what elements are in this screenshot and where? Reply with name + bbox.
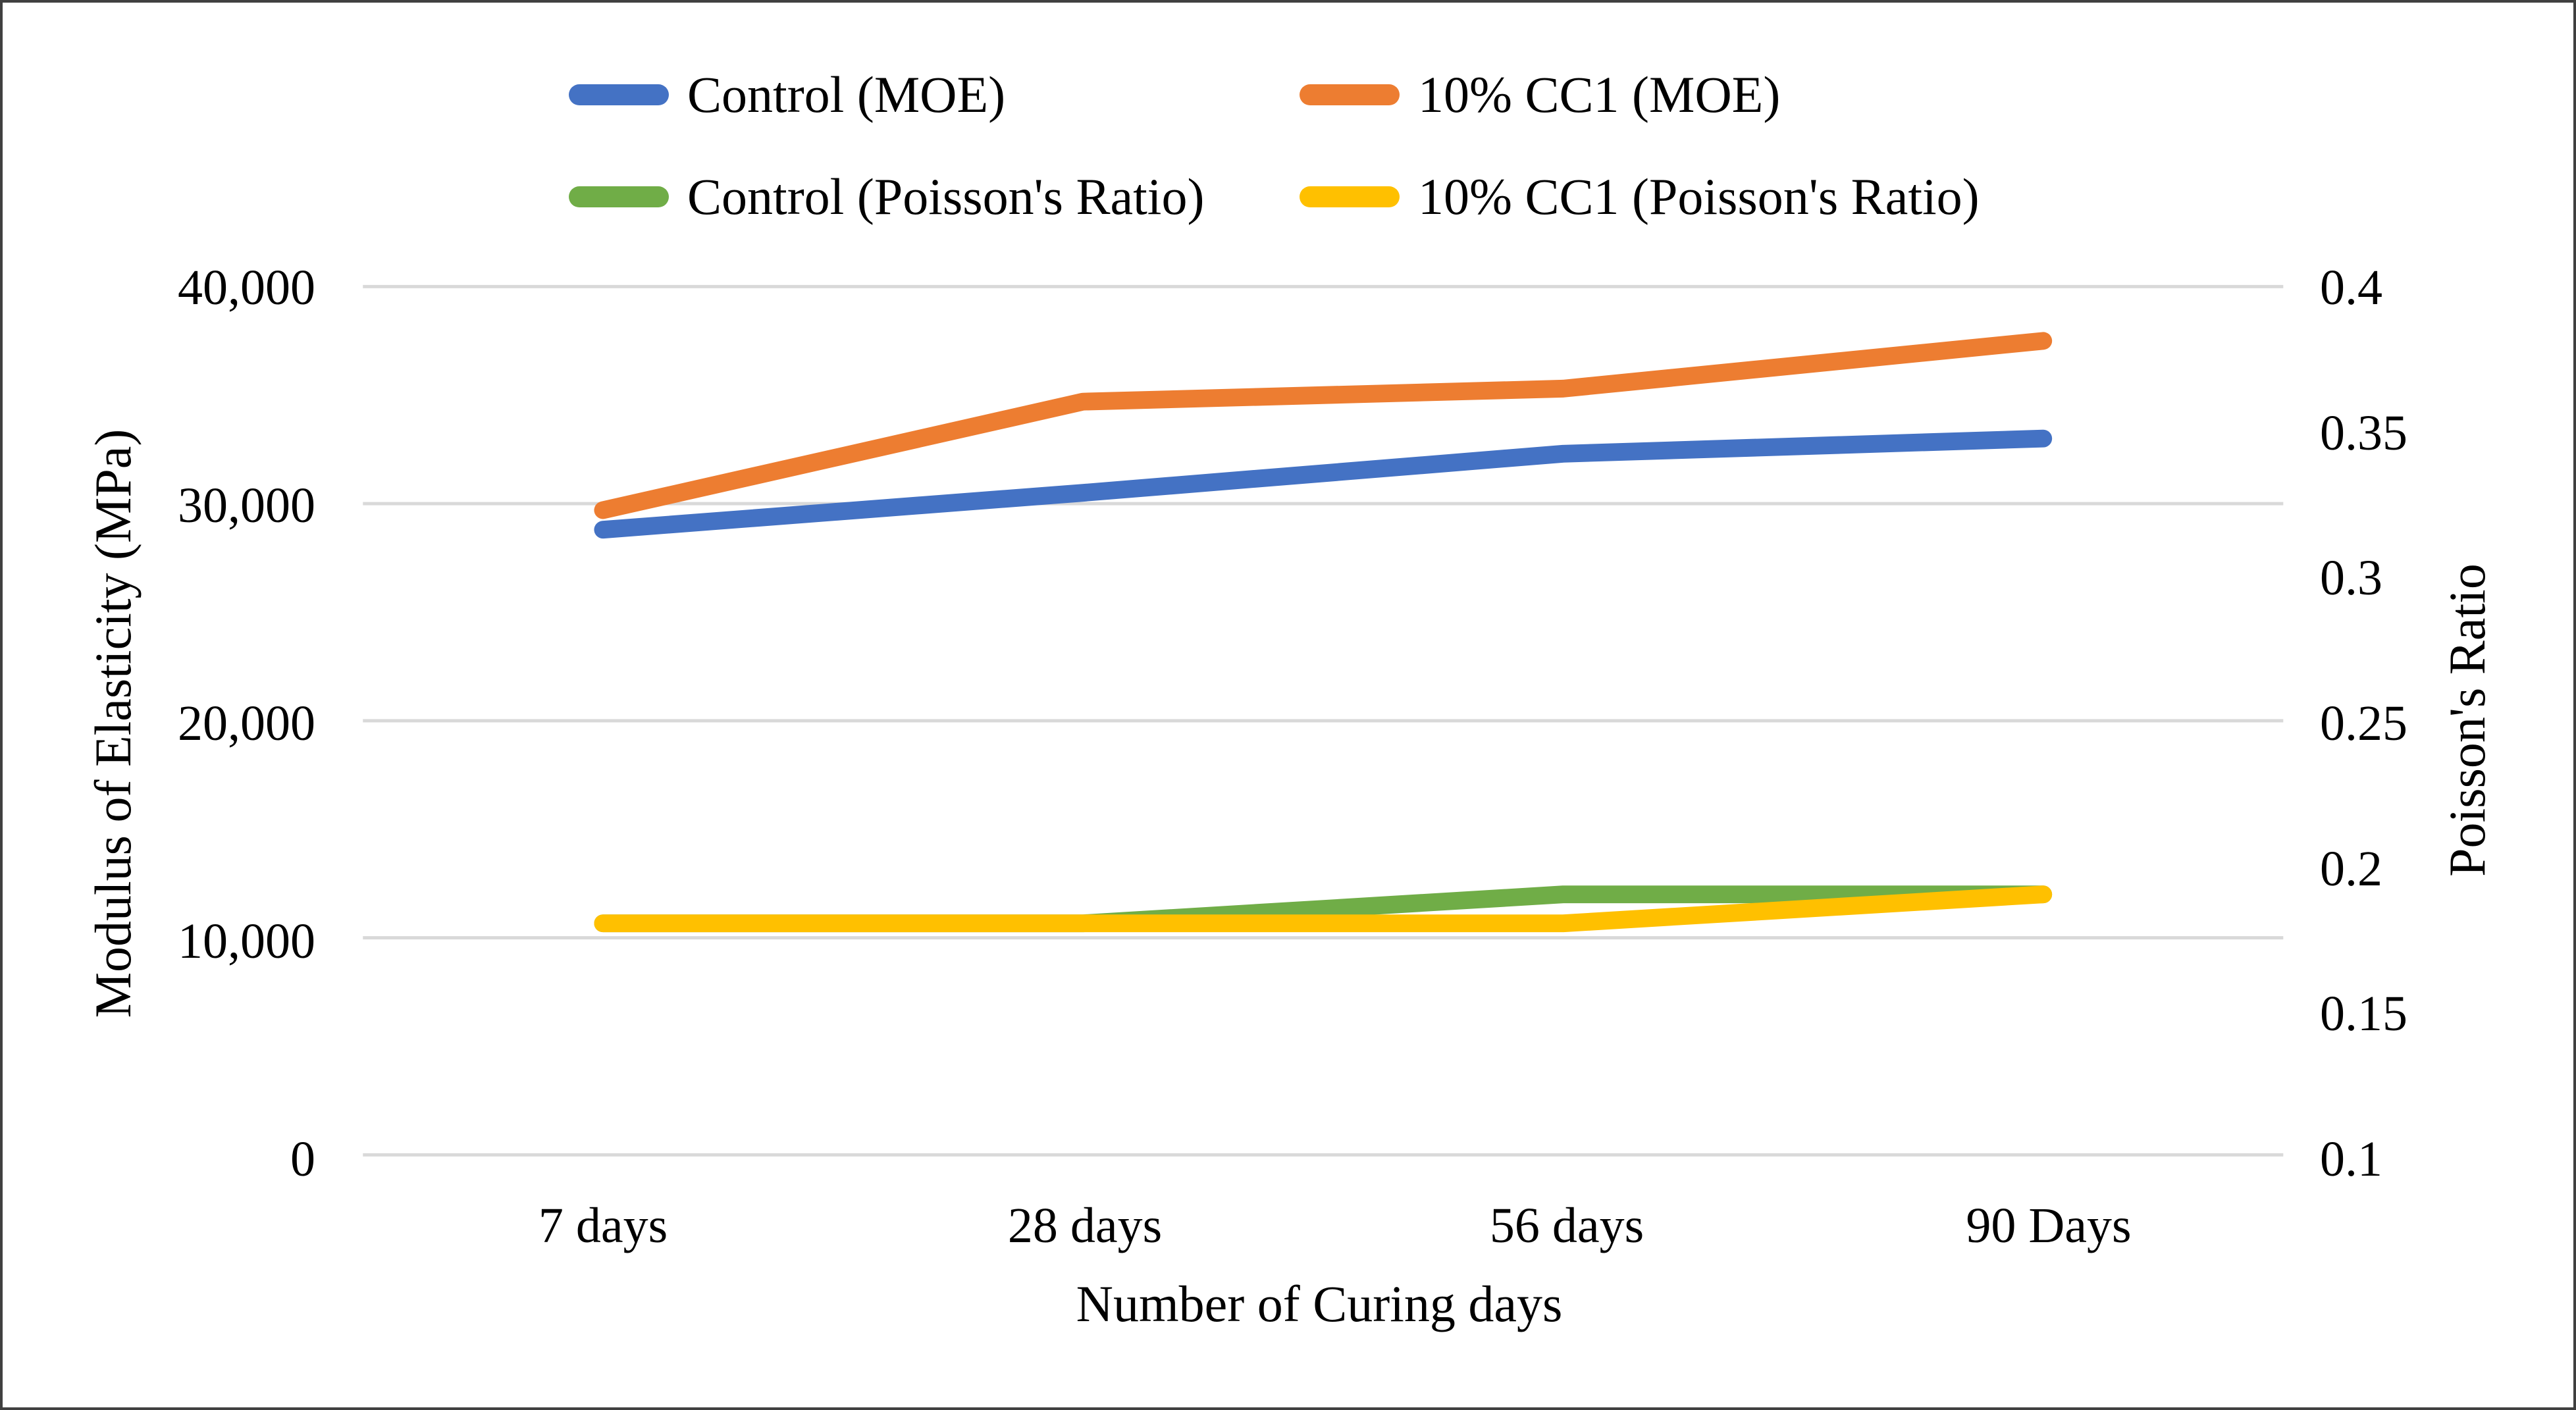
left-axis-tick-label: 40,000 bbox=[178, 260, 315, 315]
legend-item: 10% CC1 (Poisson's Ratio) bbox=[1300, 167, 1980, 227]
legend-swatch bbox=[569, 84, 669, 105]
right-axis-title: Poisson's Ratio bbox=[2438, 563, 2496, 877]
series-lines bbox=[594, 332, 2053, 933]
legend-item: Control (Poisson's Ratio) bbox=[569, 167, 1204, 227]
x-axis-category-label: 7 days bbox=[538, 1198, 668, 1253]
left-axis-tick-label: 30,000 bbox=[178, 478, 315, 533]
right-axis-tick-label: 0.1 bbox=[2320, 1132, 2382, 1187]
left-axis-tick-label: 0 bbox=[290, 1132, 315, 1187]
x-axis-title: Number of Curing days bbox=[1076, 1275, 1563, 1332]
right-axis-tick-label: 0.25 bbox=[2320, 696, 2407, 751]
series-line-10-cc1-poisson-s-ratio- bbox=[594, 885, 2053, 933]
legend-label: 10% CC1 (Poisson's Ratio) bbox=[1418, 168, 1980, 225]
left-axis-title: Modulus of Elasticity (MPa) bbox=[84, 429, 142, 1018]
legend-label: 10% CC1 (MOE) bbox=[1418, 66, 1781, 123]
x-axis-category-label: 90 Days bbox=[1966, 1198, 2132, 1253]
legend-swatch bbox=[1300, 84, 1400, 105]
x-axis-category-label: 28 days bbox=[1007, 1198, 1163, 1253]
right-axis-tick-label: 0.15 bbox=[2320, 986, 2407, 1042]
left-axis-tick-label: 10,000 bbox=[178, 914, 315, 969]
legend-swatch bbox=[569, 186, 669, 207]
plot-area bbox=[363, 284, 2284, 1157]
right-axis-tick-label: 0.3 bbox=[2320, 550, 2382, 606]
right-axis-tick-label: 0.35 bbox=[2320, 405, 2407, 461]
legend-item: Control (MOE) bbox=[569, 65, 1005, 125]
gridlines bbox=[363, 284, 2284, 1157]
legend-label: Control (MOE) bbox=[687, 66, 1006, 123]
legend-swatch bbox=[1300, 186, 1400, 207]
series-line-control-moe- bbox=[594, 429, 2053, 539]
legend-item: 10% CC1 (MOE) bbox=[1300, 65, 1780, 125]
right-axis-tick-label: 0.2 bbox=[2320, 841, 2382, 897]
right-axis-tick-label: 0.4 bbox=[2320, 260, 2382, 315]
x-axis-category-label: 56 days bbox=[1489, 1198, 1644, 1253]
left-axis-tick-label: 20,000 bbox=[178, 696, 315, 751]
legend-label: Control (Poisson's Ratio) bbox=[687, 168, 1205, 225]
series-line-10-cc1-moe- bbox=[594, 332, 2053, 519]
